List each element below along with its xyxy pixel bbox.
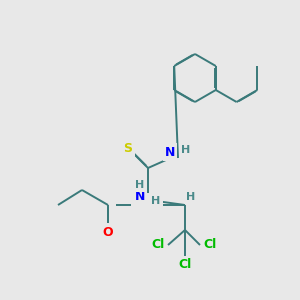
Text: H: H [135, 180, 145, 190]
Text: H: H [186, 192, 196, 202]
Text: N: N [165, 146, 175, 158]
Text: N: N [135, 190, 145, 203]
Text: H: H [182, 145, 190, 155]
Text: O: O [103, 226, 113, 238]
Text: H: H [152, 196, 160, 206]
Text: N: N [133, 190, 143, 203]
Text: Cl: Cl [203, 238, 217, 251]
Text: Cl: Cl [152, 238, 165, 251]
Text: S: S [124, 142, 133, 154]
Text: Cl: Cl [178, 259, 192, 272]
